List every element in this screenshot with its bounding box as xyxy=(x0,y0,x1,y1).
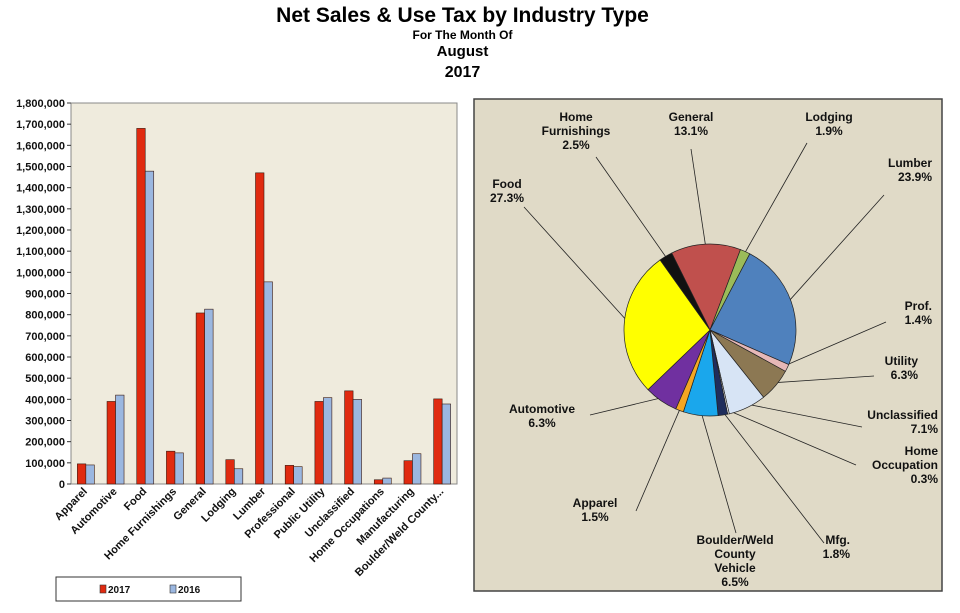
pie-slice xyxy=(709,253,797,366)
leader-line xyxy=(772,375,875,384)
pie-label: Prof. 1.4% xyxy=(905,299,933,327)
bar-2017 xyxy=(225,459,235,485)
bar-2016 xyxy=(144,170,155,485)
y-tick-label: 1,400,000 xyxy=(16,183,65,195)
bar-2017 xyxy=(77,463,87,485)
y-tick-label: 1,800,000 xyxy=(16,98,65,110)
leader-line xyxy=(783,321,887,367)
chart-month: August xyxy=(436,43,489,60)
bar-2017 xyxy=(106,401,116,485)
pie-label: Boulder/Weld County Vehicle 6.5% xyxy=(696,533,773,589)
pie-label: Utility 6.3% xyxy=(885,354,919,382)
chart-header: Net Sales & Use Tax by Industry Type For… xyxy=(0,4,925,84)
bar-2016 xyxy=(441,403,451,485)
y-tick-label: 700,000 xyxy=(25,331,65,343)
bar-2017 xyxy=(195,312,205,485)
bar-2017 xyxy=(166,450,176,485)
bar-2016 xyxy=(352,399,362,485)
y-tick-label: 900,000 xyxy=(25,289,65,301)
y-tick-label: 800,000 xyxy=(25,310,65,322)
leader-line xyxy=(721,410,825,544)
pie-label: Mfg. 1.8% xyxy=(823,533,851,561)
pie-leader-lines xyxy=(523,142,887,544)
pie-slice xyxy=(659,252,711,331)
y-tick-label: 1,300,000 xyxy=(16,204,65,216)
legend-swatch-2016 xyxy=(169,584,177,594)
bar-2017 xyxy=(255,172,265,485)
bar-marks xyxy=(77,128,451,485)
pie-label: General 13.1% xyxy=(669,110,714,138)
pie-slices xyxy=(623,243,797,417)
y-tick-label: 1,500,000 xyxy=(16,162,65,174)
pie-slice xyxy=(623,259,711,391)
pie-label: Food 27.3% xyxy=(490,177,524,205)
leader-line xyxy=(635,406,682,512)
y-tick-label: 100,000 xyxy=(25,458,65,470)
y-tick-label: 400,000 xyxy=(25,394,65,406)
y-tick-label: 0 xyxy=(59,479,65,491)
pie-label: Unclassified 7.1% xyxy=(867,408,938,436)
pie-label: Automotive 6.3% xyxy=(509,402,575,430)
bar-2016 xyxy=(234,468,244,485)
y-tick-label: 1,700,000 xyxy=(16,119,65,131)
bar-2017 xyxy=(314,401,324,485)
pie-label: Lumber 23.9% xyxy=(888,156,932,184)
leader-line xyxy=(700,411,737,534)
pie-label: Home Furnishings 2.5% xyxy=(542,110,611,152)
pie-label: Apparel 1.5% xyxy=(573,496,618,524)
bar-2016 xyxy=(204,308,214,485)
leader-line xyxy=(745,403,863,428)
bar-2017 xyxy=(373,479,384,485)
chart-subtitle: For The Month Of xyxy=(412,28,513,42)
bar-2016 xyxy=(412,453,422,485)
chart-year: 2017 xyxy=(444,64,481,81)
pie-slice xyxy=(671,243,741,331)
bar-2016 xyxy=(174,452,184,485)
bar-chart: 0 100,000 200,000 300,000 400,000 500,000 600,… xyxy=(16,98,458,602)
leader-line xyxy=(727,409,857,466)
y-tick-label: 1,600,000 xyxy=(16,140,65,152)
bar-2016 xyxy=(263,281,273,485)
y-tick-label: 1,000,000 xyxy=(16,267,65,279)
leader-line xyxy=(743,142,808,256)
pie-labels: General 13.1% Lodging 1.9% Lumber 23.9% Prof. 1… xyxy=(490,110,938,589)
bar-2016 xyxy=(293,466,303,485)
chart-title: Net Sales & Use Tax by Industry Type xyxy=(276,4,649,27)
leader-line xyxy=(523,206,629,323)
y-tick-label: 600,000 xyxy=(25,352,65,364)
bar-2017 xyxy=(403,460,413,485)
leader-line xyxy=(595,156,669,260)
bar-2016 xyxy=(323,397,333,485)
y-tick-label: 200,000 xyxy=(25,437,65,449)
y-tick-label: 1,200,000 xyxy=(16,225,65,237)
bar-2016 xyxy=(115,394,125,485)
legend-swatch-2017 xyxy=(99,584,107,594)
bar-2017 xyxy=(284,465,294,485)
legend-label-2016: 2016 xyxy=(178,585,201,596)
bar-2017 xyxy=(344,390,354,485)
legend-box xyxy=(55,576,242,602)
bar-2016 xyxy=(85,464,95,485)
bar-2017 xyxy=(433,398,443,485)
pie-label: Lodging 1.9% xyxy=(805,110,852,138)
y-tick-label: 500,000 xyxy=(25,373,65,385)
leader-line xyxy=(690,148,707,249)
y-axis: 0 100,000 200,000 300,000 400,000 500,000 600,… xyxy=(16,98,71,491)
leader-line xyxy=(787,194,885,304)
pie-label: Home Occupation 0.3% xyxy=(872,444,938,486)
pie-chart: General 13.1% Lodging 1.9% Lumber 23.9% Prof. 1… xyxy=(473,98,943,592)
bar-2016 xyxy=(382,477,392,485)
leader-line xyxy=(589,396,664,416)
legend: 2017 2016 xyxy=(55,576,242,602)
y-tick-label: 1,100,000 xyxy=(16,246,65,258)
legend-label-2017: 2017 xyxy=(108,585,131,596)
y-tick-label: 300,000 xyxy=(25,416,65,428)
x-tick-label: Food xyxy=(122,486,149,513)
bar-2017 xyxy=(136,128,146,485)
